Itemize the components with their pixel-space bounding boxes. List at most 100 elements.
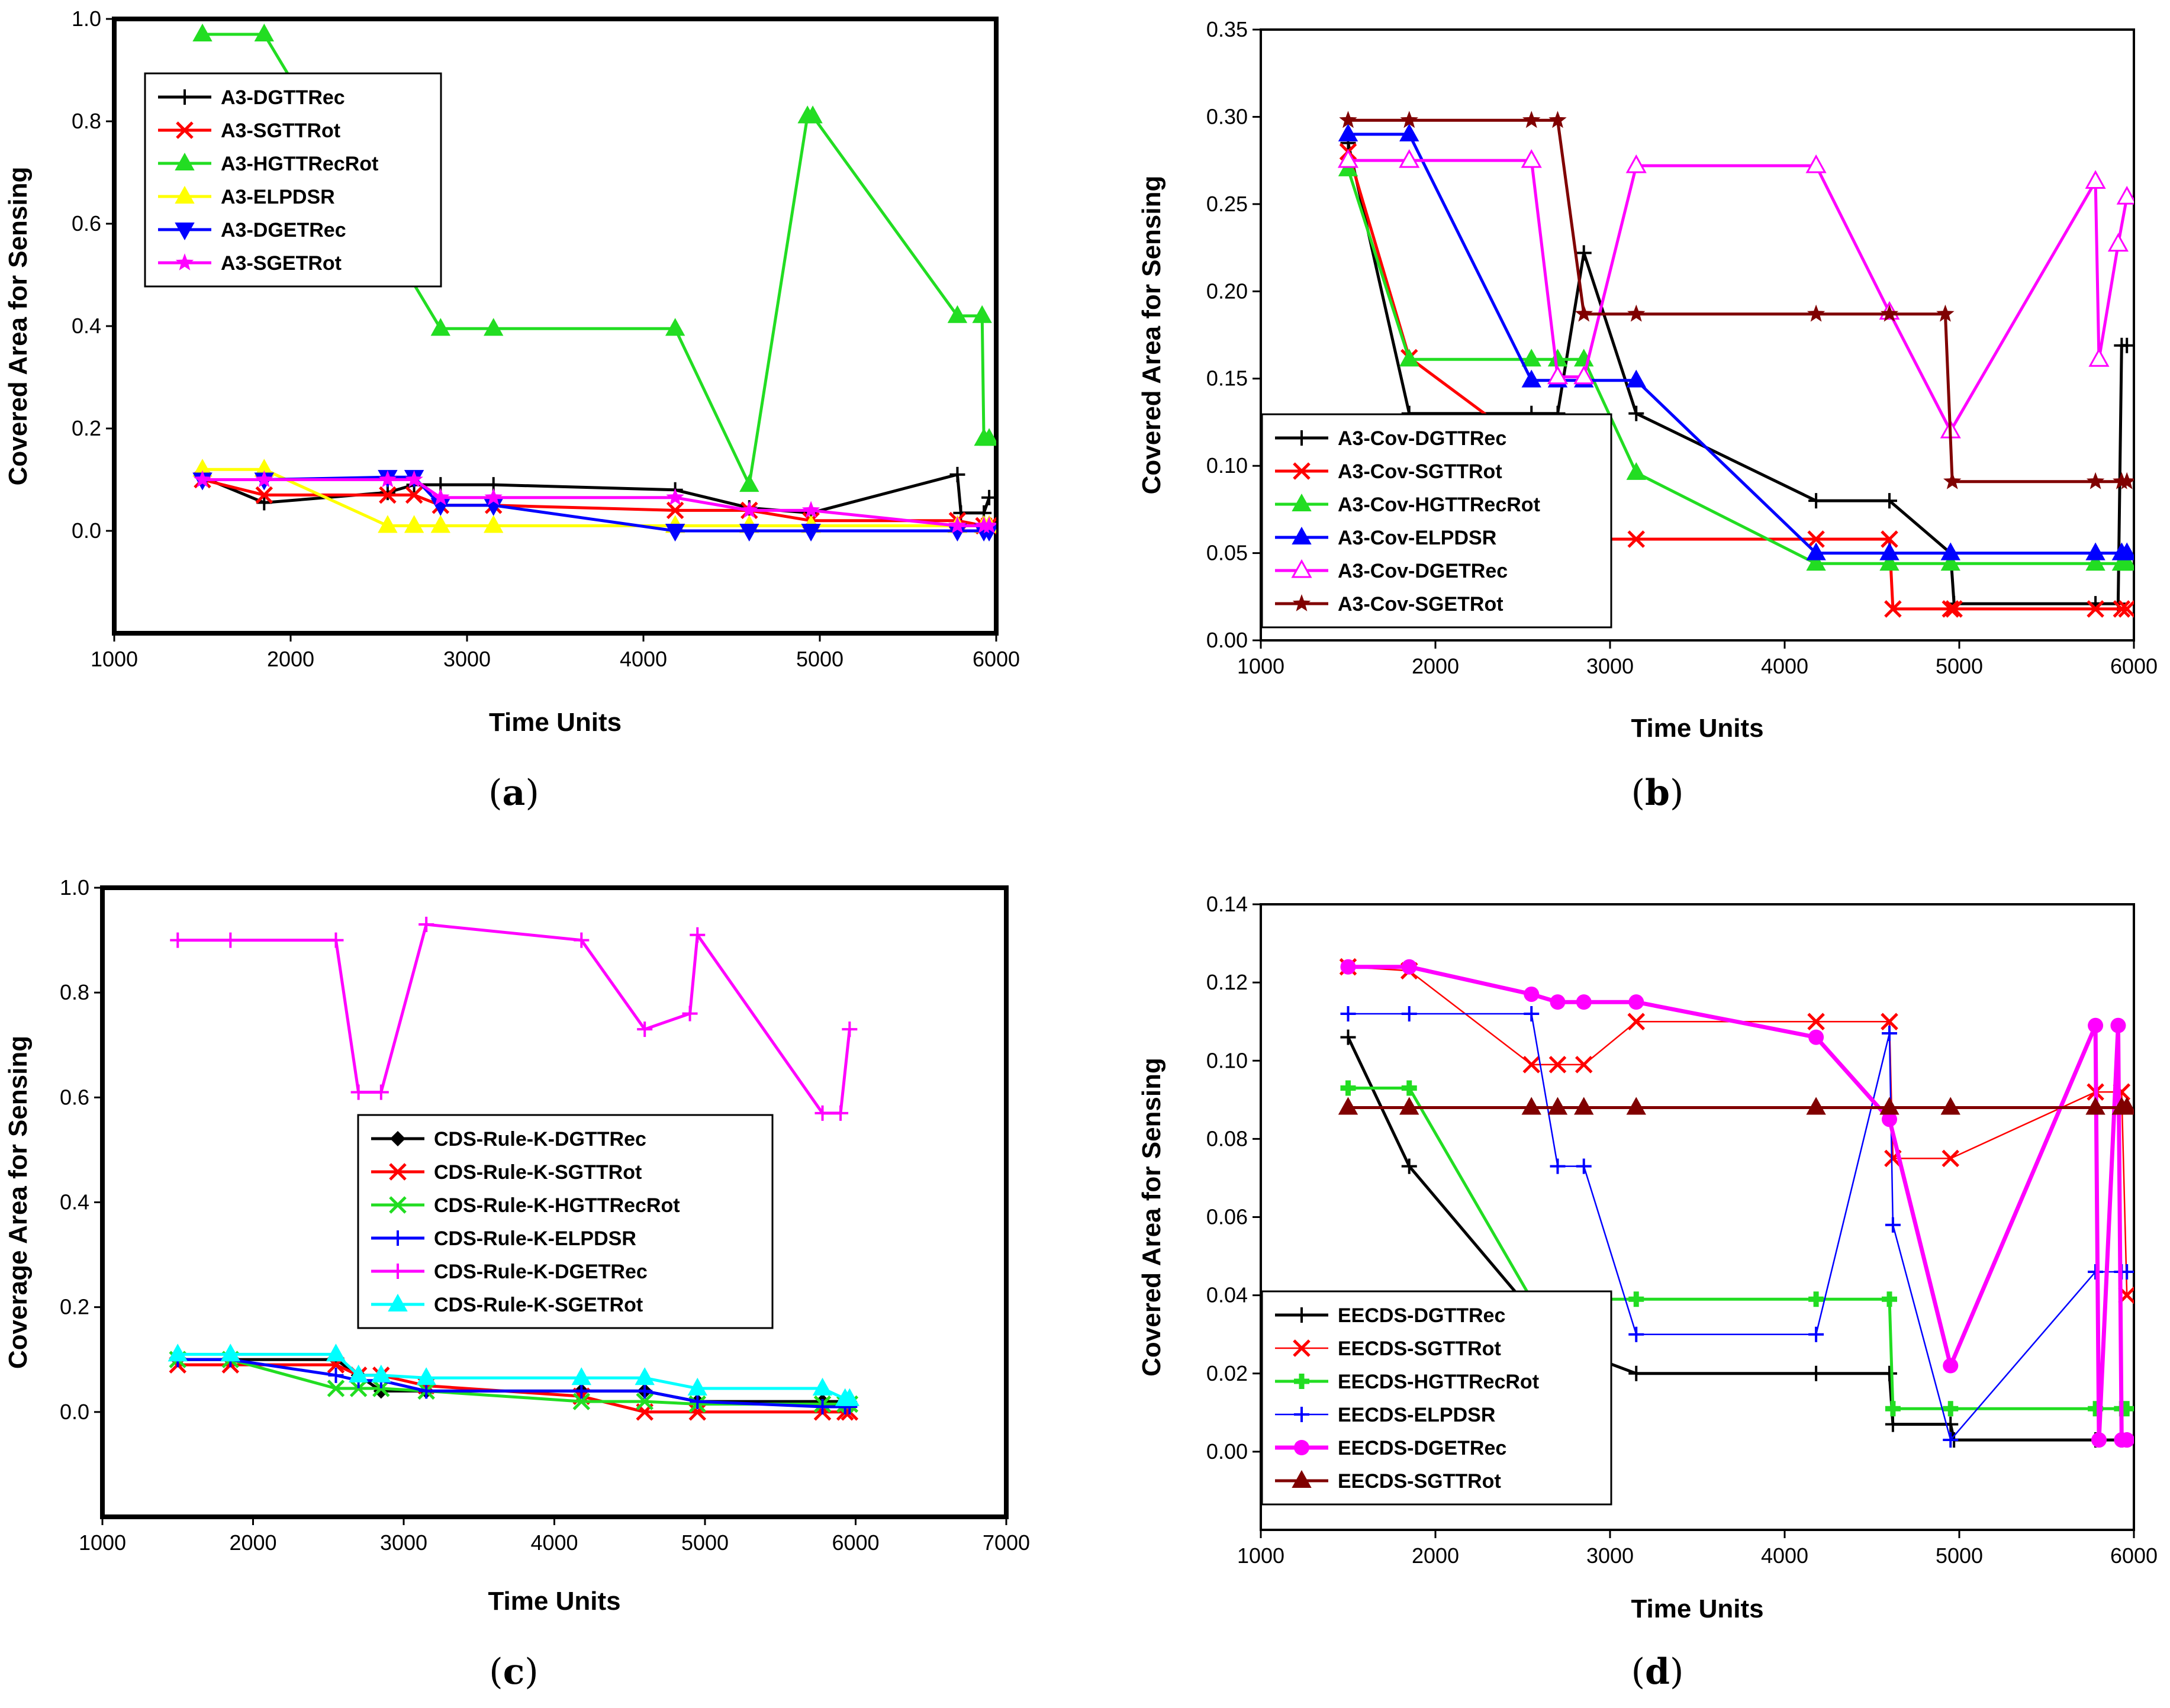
series-line-CDS-Rule-K-HGTTRecRot (178, 1358, 850, 1406)
chart-panel-c: 0.0 0.2 0.4 0.6 0.8 1.0 1000 2000 3000 4000 5000 60… (4, 875, 1030, 1693)
data-point-CDS-Rule-K-ELPDSR (418, 1383, 434, 1399)
data-point-CDS-Rule-K-SGETRot (371, 1364, 391, 1382)
legend-label: A3-SGTTRot (221, 120, 340, 142)
series-group (168, 917, 860, 1421)
x-tick-label: 6000 (832, 1530, 879, 1555)
data-point-A3-SGETRot (801, 501, 820, 518)
data-point-A3-Cov-ELPDSR (1806, 542, 1826, 560)
data-point-EECDS-SGTTRot (1521, 1097, 1541, 1115)
data-point-EECDS-HGTTRecRot (1808, 1291, 1824, 1307)
legend-marker-A3-ELPDSR (175, 185, 195, 204)
data-point-CDS-Rule-K-ELPDSR (574, 1383, 590, 1399)
data-point-A3-Cov-SGETRot (1943, 472, 1962, 489)
data-point-CDS-Rule-K-DGETRec (833, 1105, 849, 1121)
y-tick-label: 0.4 (60, 1190, 89, 1214)
data-point-A3-Cov-ELPDSR (1521, 369, 1541, 388)
data-point-A3-Cov-DGETRec (1337, 149, 1359, 168)
data-point-A3-Cov-DGETRec (1805, 154, 1827, 173)
data-point-EECDS-SGTTRot (2117, 1097, 2134, 1115)
data-point-A3-Cov-HGTTRecRot (1521, 349, 1541, 367)
legend-label: A3-DGETRec (221, 219, 346, 241)
data-point-A3-Cov-SGETRot (1575, 304, 1593, 322)
data-point-CDS-Rule-K-SGTTRot (688, 1403, 707, 1421)
chart-panel-b: 0.00 0.05 0.10 0.15 0.20 0.25 0.30 0.35 1000 2000… (1137, 17, 2158, 814)
data-point-EECDS-DGETRec (2110, 1017, 2126, 1033)
data-point-CDS-Rule-K-SGETRot (326, 1343, 346, 1362)
data-point-EECDS-SGTTRot (1627, 1013, 1646, 1030)
x-tick-label: 5000 (1936, 1543, 1983, 1568)
legend-marker-CDS-Rule-K-SGTTRot (389, 1163, 407, 1181)
legend-marker-CDS-Rule-K-ELPDSR (390, 1230, 405, 1246)
data-point-CDS-Rule-K-HGTTRecRot (372, 1380, 390, 1397)
x-tick-label: 5000 (1936, 654, 1983, 678)
data-point-A3-Cov-SGETRot (1627, 304, 1646, 322)
data-point-A3-Cov-HGTTRecRot (1626, 462, 1646, 480)
x-tick-label: 1000 (79, 1530, 126, 1555)
legend-label: CDS-Rule-K-ELPDSR (434, 1227, 636, 1250)
data-point-A3-Cov-SGTTRot (1881, 530, 1898, 548)
data-point-EECDS-DGETRec (1628, 994, 1644, 1010)
y-axis-label: Coverage Area for Sensing (4, 1036, 33, 1369)
legend: A3-Cov-DGTTRec A3-Cov-SGTTRot A3-Cov-HGTTR… (1261, 413, 1612, 629)
data-point-A3-Cov-SGTTRot (1807, 530, 1825, 548)
data-point-CDS-Rule-K-SGETRot (416, 1367, 436, 1385)
data-point-EECDS-HGTTRecRot (1628, 1291, 1644, 1307)
y-tick-label: 0.25 (1206, 192, 1248, 216)
y-axis-label: Covered Area for Sensing (1137, 176, 1166, 495)
data-point-EECDS-ELPDSR (1576, 1158, 1592, 1174)
data-point-A3-Cov-SGETRot (2118, 472, 2134, 489)
data-point-A3-SGTTRot (666, 501, 684, 520)
data-point-EECDS-DGTTRec (1882, 1365, 1897, 1381)
legend-marker-EECDS-DGTTRec (1294, 1307, 1309, 1323)
legend-label: EECDS-SGTTRot (1338, 1338, 1501, 1360)
x-tick-label: 3000 (1586, 654, 1634, 678)
y-tick-label: 1.0 (60, 875, 89, 900)
legend-marker-A3-Cov-SGTTRot (1293, 462, 1311, 480)
data-point-A3-Cov-DGETRec (1625, 154, 1647, 173)
data-point-A3-DGETRec (739, 524, 759, 542)
data-point-EECDS-DGETRec (1882, 1111, 1897, 1127)
data-point-CDS-Rule-K-DGETRec (637, 1021, 653, 1037)
data-point-CDS-Rule-K-DGETRec (328, 932, 344, 948)
data-point-A3-DGETRec (801, 524, 821, 542)
legend-label: A3-HGTTRecRot (221, 153, 378, 175)
legend-marker-EECDS-DGETRec (1294, 1440, 1309, 1455)
data-point-CDS-Rule-K-DGETRec (418, 917, 434, 933)
data-point-A3-Cov-SGTTRot (2118, 600, 2134, 618)
x-tick-label: 2000 (267, 647, 314, 671)
y-tick-label: 0.12 (1206, 970, 1248, 994)
x-tick-label: 4000 (1761, 654, 1808, 678)
y-tick-label: 0.00 (1206, 628, 1248, 652)
data-point-A3-Cov-SGETRot (1522, 111, 1541, 128)
data-point-EECDS-SGTTRot (1574, 1097, 1594, 1115)
panel-label: (a) (488, 772, 539, 814)
x-tick-label: 3000 (380, 1530, 427, 1555)
data-point-EECDS-DGTTRec (1808, 1365, 1824, 1381)
legend-marker-A3-SGTTRot (176, 121, 194, 139)
y-tick-label: 0.14 (1206, 892, 1248, 916)
y-tick-label: 0.08 (1206, 1126, 1248, 1151)
data-point-A3-Cov-SGETRot (1807, 304, 1825, 322)
y-tick-label: 0.00 (1206, 1439, 1248, 1464)
x-tick-label: 1000 (91, 647, 138, 671)
data-point-A3-SGETRot (193, 470, 212, 488)
legend-marker-A3-Cov-DGETRec (1291, 559, 1312, 578)
x-tick-label: 6000 (2110, 654, 2158, 678)
y-tick-label: 0.8 (72, 109, 101, 133)
data-point-A3-HGTTRecRot (665, 318, 685, 336)
data-point-CDS-Rule-K-DGETRec (170, 932, 186, 948)
data-point-A3-HGTTRecRot (484, 318, 504, 336)
data-point-CDS-Rule-K-ELPDSR (690, 1394, 706, 1410)
data-point-EECDS-HGTTRecRot (1885, 1401, 1901, 1417)
data-point-EECDS-SGTTRot (1879, 1097, 1899, 1115)
data-point-A3-DGETRec (665, 524, 685, 542)
data-point-EECDS-SGTTRot (1399, 1097, 1419, 1115)
data-point-A3-Cov-ELPDSR (1940, 542, 1960, 560)
y-axis-label: Covered Area for Sensing (1137, 1058, 1166, 1377)
legend-label: EECDS-SGTTRot (1338, 1470, 1501, 1493)
legend-marker-EECDS-ELPDSR (1294, 1407, 1309, 1422)
data-point-A3-Cov-DGETRec (1399, 149, 1420, 168)
data-point-CDS-Rule-K-HGTTRecRot (636, 1393, 653, 1410)
y-axis-label: Covered Area for Sensing (4, 167, 33, 486)
